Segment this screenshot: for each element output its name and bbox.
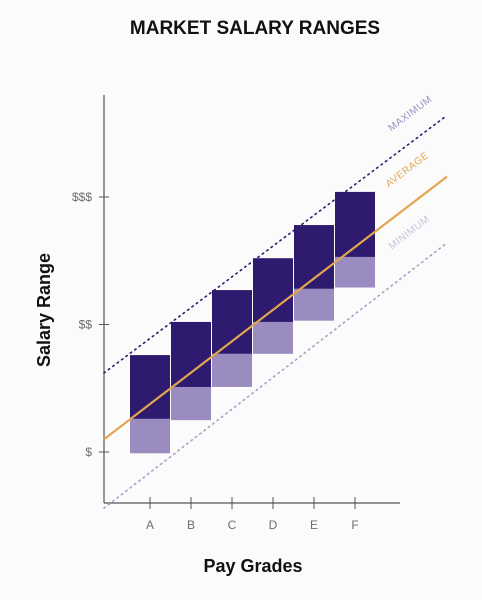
chart-title: MARKET SALARY RANGES — [130, 18, 380, 39]
bar-lower-c — [212, 353, 252, 387]
bar-lower-a — [130, 418, 170, 454]
trend-line-maximum — [103, 114, 448, 374]
y-tick-label: $$$ — [72, 190, 92, 204]
bar-lower-b — [171, 386, 211, 421]
y-tick-label: $$ — [79, 318, 93, 332]
bar-lower-d — [253, 321, 293, 354]
y-tick-label: $ — [85, 445, 92, 459]
x-axis-title: Pay Grades — [203, 556, 302, 576]
bar-upper-c — [212, 290, 252, 354]
x-tick-label: F — [351, 518, 358, 532]
trend-label-minimum: MINIMUM — [387, 214, 432, 252]
trend-label-average: AVERAGE — [384, 150, 431, 190]
trend-line-minimum — [103, 242, 448, 509]
x-tick-label: B — [187, 518, 195, 532]
y-axis-title: Salary Range — [34, 253, 54, 367]
x-tick-label: A — [146, 518, 154, 532]
x-tick-label: C — [228, 518, 237, 532]
trend-line-average — [103, 175, 448, 441]
x-tick-label: E — [310, 518, 318, 532]
bar-upper-b — [171, 321, 211, 387]
bar-lower-e — [294, 288, 334, 321]
bar-upper-d — [253, 258, 293, 322]
trend-label-maximum: MAXIMUM — [386, 94, 434, 134]
x-tick-label: D — [269, 518, 278, 532]
bar-lower-f — [335, 256, 375, 288]
bar-upper-a — [130, 355, 170, 419]
